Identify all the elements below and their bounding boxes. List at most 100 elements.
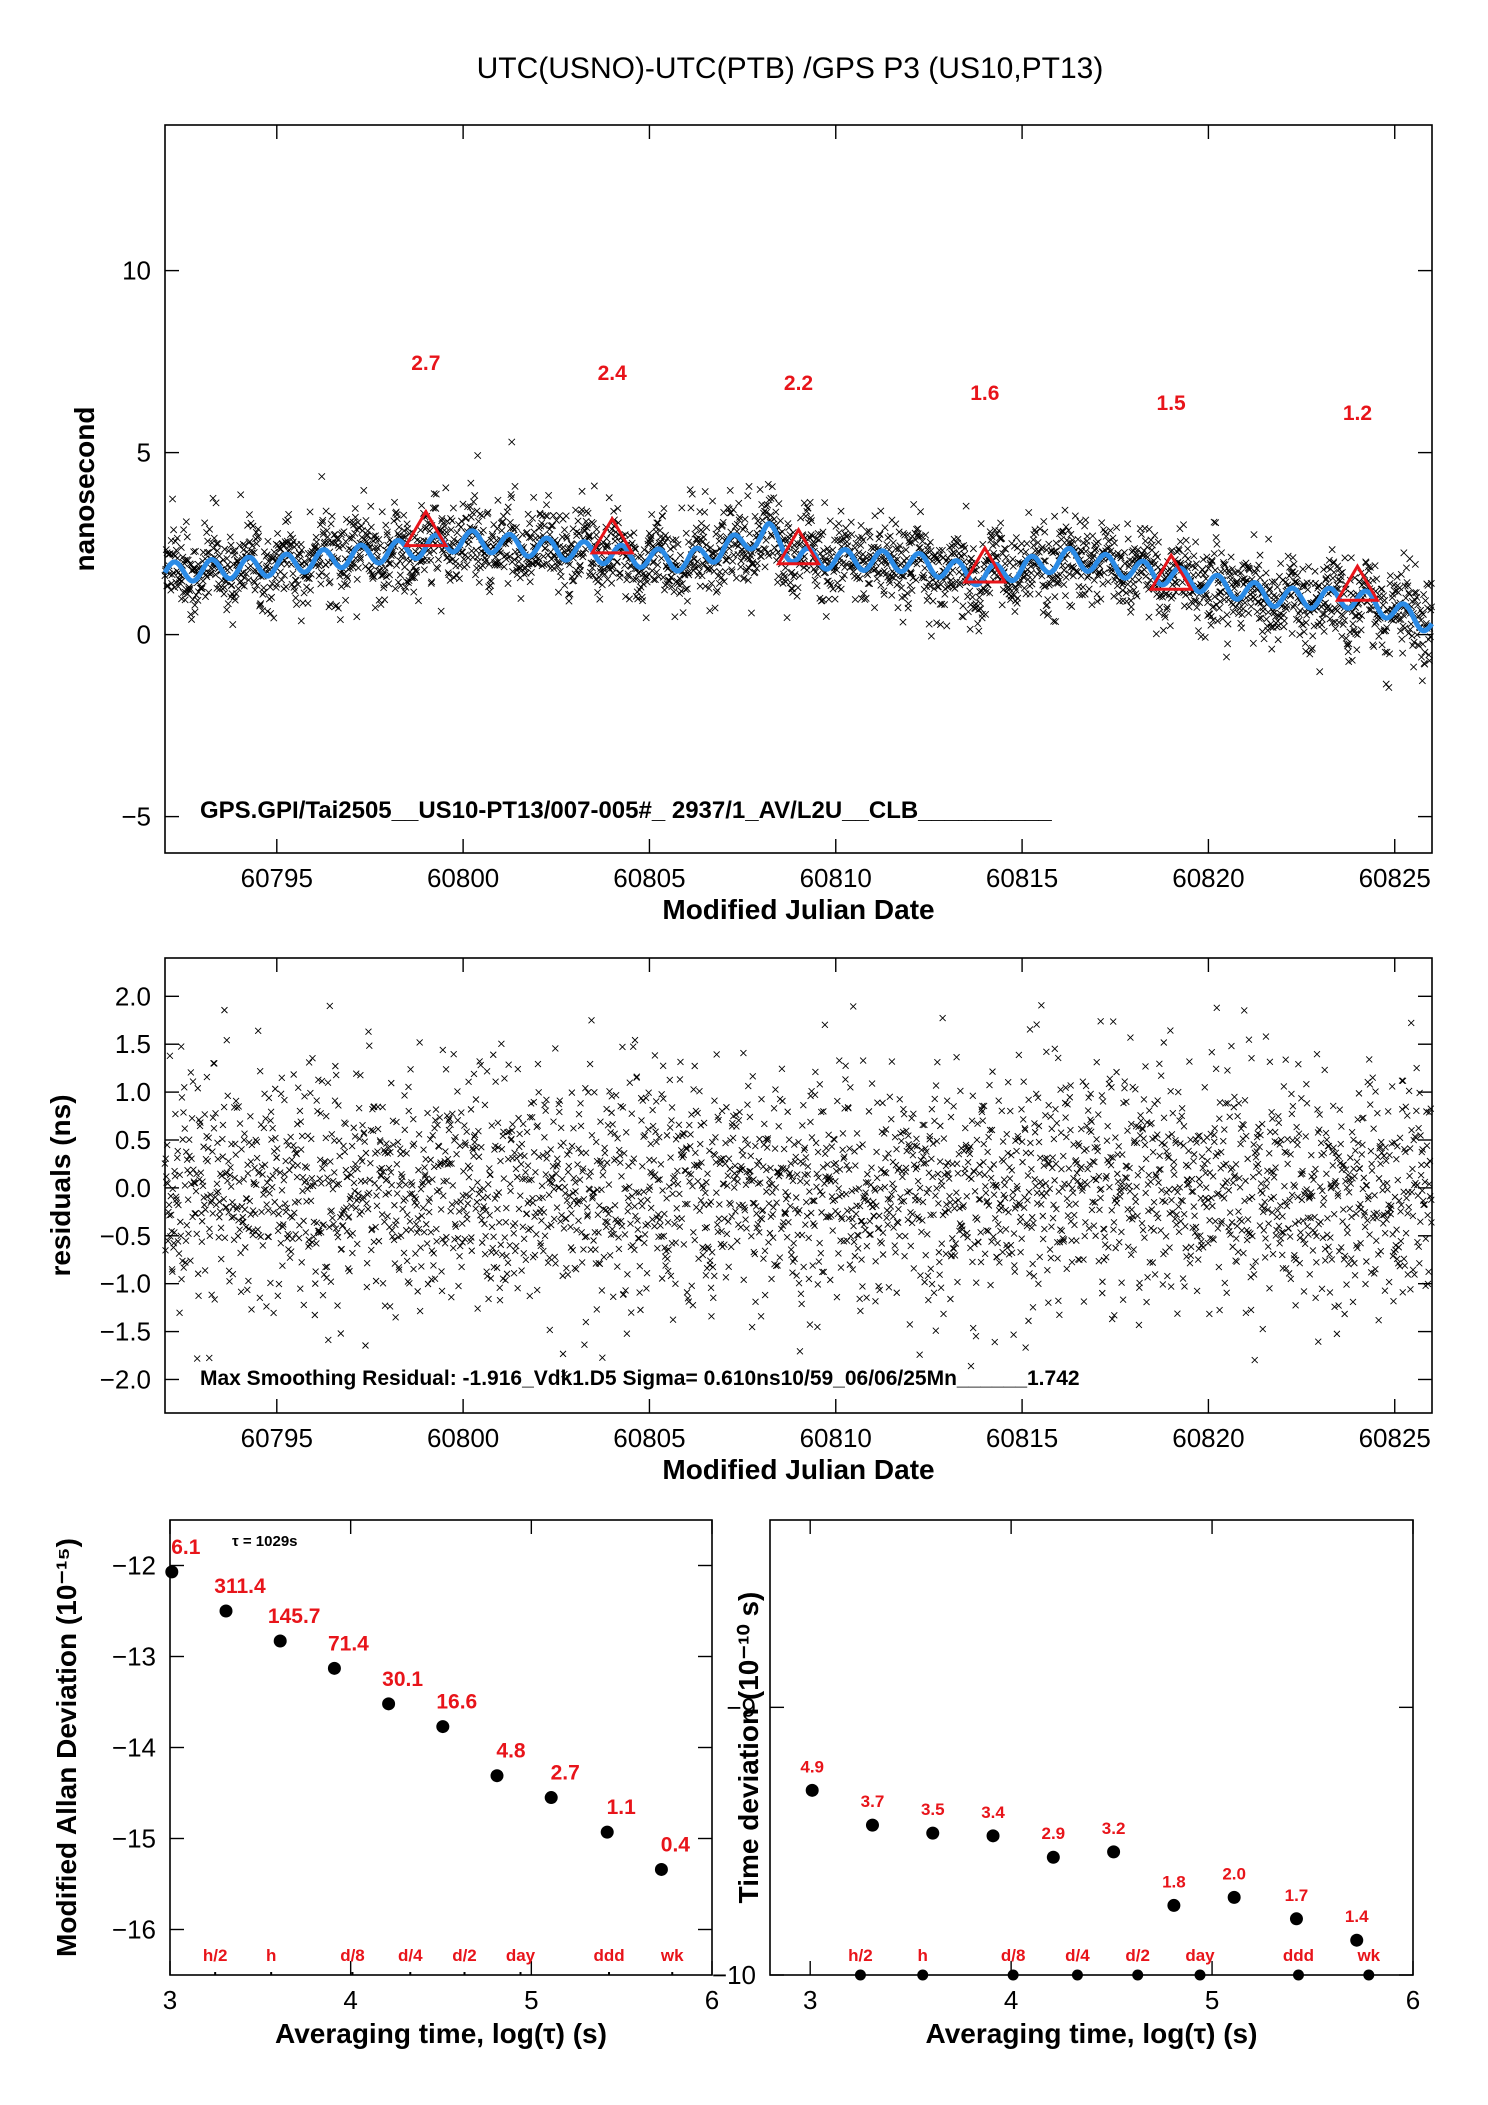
- residuals-data-point: [995, 1097, 1003, 1104]
- residuals-data-point: [210, 1059, 217, 1067]
- residuals-data-point: [165, 1201, 173, 1209]
- main-data-point: [783, 614, 791, 622]
- main-data-point: [653, 568, 661, 576]
- residuals-data-point: [210, 1060, 218, 1067]
- residuals-data-point: [227, 1183, 235, 1190]
- main-data-point: [671, 557, 679, 565]
- main-data-point: [194, 596, 202, 604]
- residuals-data-point: [696, 1207, 703, 1215]
- residuals-data-point: [873, 1174, 881, 1182]
- residuals-data-point: [494, 1205, 501, 1213]
- main-data-point: [583, 521, 591, 529]
- residuals-data-point: [562, 1215, 570, 1223]
- main-data-point: [1156, 603, 1164, 611]
- residuals-data-point: [936, 1271, 943, 1279]
- residuals-data-point: [720, 1154, 727, 1162]
- main-data-point: [566, 590, 574, 598]
- residuals-data-point: [770, 1104, 778, 1112]
- main-data-point: [291, 587, 299, 595]
- main-data-point: [481, 554, 489, 562]
- main-data-point: [788, 568, 796, 576]
- residuals-data-point: [672, 1239, 680, 1246]
- residuals-data-point: [744, 1082, 752, 1090]
- main-data-point: [729, 506, 737, 514]
- main-data-point: [1109, 534, 1117, 542]
- residuals-data-point: [638, 1202, 646, 1210]
- residuals-data-point: [485, 1165, 493, 1172]
- main-data-point: [901, 592, 909, 600]
- main-data-point: [1239, 605, 1247, 613]
- main-data-point: [839, 574, 847, 582]
- main-data-point: [284, 516, 292, 524]
- main-data-point: [487, 577, 495, 585]
- main-data-point: [335, 535, 343, 543]
- residuals-data-point: [934, 1058, 941, 1066]
- residuals-data-point: [866, 1217, 874, 1225]
- residuals-data-point: [213, 1180, 221, 1188]
- main-data-point: [926, 538, 934, 546]
- main-data-point: [827, 581, 835, 589]
- residuals-data-point: [353, 1197, 361, 1204]
- main-data-point: [848, 530, 856, 539]
- residuals-data-point: [951, 1204, 958, 1212]
- main-data-point: [822, 612, 830, 621]
- residuals-data-point: [582, 1149, 590, 1157]
- main-data-point: [851, 544, 859, 552]
- residuals-data-point: [973, 1216, 981, 1223]
- main-data-point: [354, 564, 362, 572]
- main-data-point: [920, 574, 928, 582]
- residuals-data-point: [397, 1232, 405, 1239]
- residuals-data-point: [731, 1162, 739, 1170]
- main-data-point: [718, 521, 726, 529]
- residuals-data-point: [457, 1198, 464, 1205]
- residuals-data-point: [457, 1109, 465, 1116]
- residuals-data-point: [349, 1249, 356, 1257]
- residuals-data-point: [225, 1157, 232, 1165]
- residuals-data-point: [766, 1229, 774, 1237]
- residuals-data-point: [203, 1073, 211, 1081]
- residuals-data-point: [207, 1199, 215, 1206]
- main-data-point: [526, 578, 534, 586]
- main-data-point: [895, 528, 903, 536]
- residuals-data-point: [972, 1279, 980, 1286]
- main-data-point: [616, 569, 624, 577]
- residuals-data-point: [520, 1235, 528, 1243]
- residuals-data-point: [445, 1126, 453, 1134]
- residuals-data-point: [316, 1175, 324, 1182]
- main-data-point: [904, 600, 912, 608]
- main-data-point: [463, 561, 471, 569]
- residuals-data-point: [740, 1049, 747, 1057]
- residuals-data-point: [709, 1294, 717, 1302]
- main-data-point: [826, 517, 834, 525]
- main-data-point: [652, 528, 660, 536]
- residuals-data-point: [928, 1155, 935, 1163]
- residuals-data-point: [367, 1246, 375, 1254]
- main-data-point: [1094, 538, 1102, 546]
- main-data-point: [701, 488, 709, 496]
- residuals-data-point: [565, 1162, 573, 1170]
- main-data-point: [1014, 558, 1022, 566]
- residuals-data-point: [608, 1109, 615, 1117]
- residuals-data-point: [339, 1222, 347, 1229]
- residuals-data-point: [672, 1135, 680, 1143]
- main-data-point: [534, 554, 542, 562]
- main-data-point: [586, 532, 594, 540]
- residuals-data-point: [582, 1084, 589, 1092]
- residuals-data-point: [799, 1122, 806, 1129]
- residuals-data-point: [241, 1130, 248, 1138]
- residuals-data-point: [592, 1138, 600, 1146]
- main-data-point: [877, 581, 885, 589]
- main-data-point: [864, 579, 872, 588]
- residuals-data-point: [439, 1192, 447, 1200]
- residuals-data-point: [942, 1209, 949, 1216]
- residuals-data-point: [689, 1301, 697, 1309]
- main-data-point: [674, 540, 682, 548]
- residuals-data-point: [742, 1216, 749, 1223]
- main-data-point: [1421, 597, 1430, 605]
- main-data-point: [467, 513, 475, 521]
- residuals-data-point: [180, 1083, 188, 1091]
- residuals-data-point: [718, 1227, 725, 1235]
- main-data-point: [224, 600, 232, 608]
- residuals-data-point: [349, 1229, 357, 1237]
